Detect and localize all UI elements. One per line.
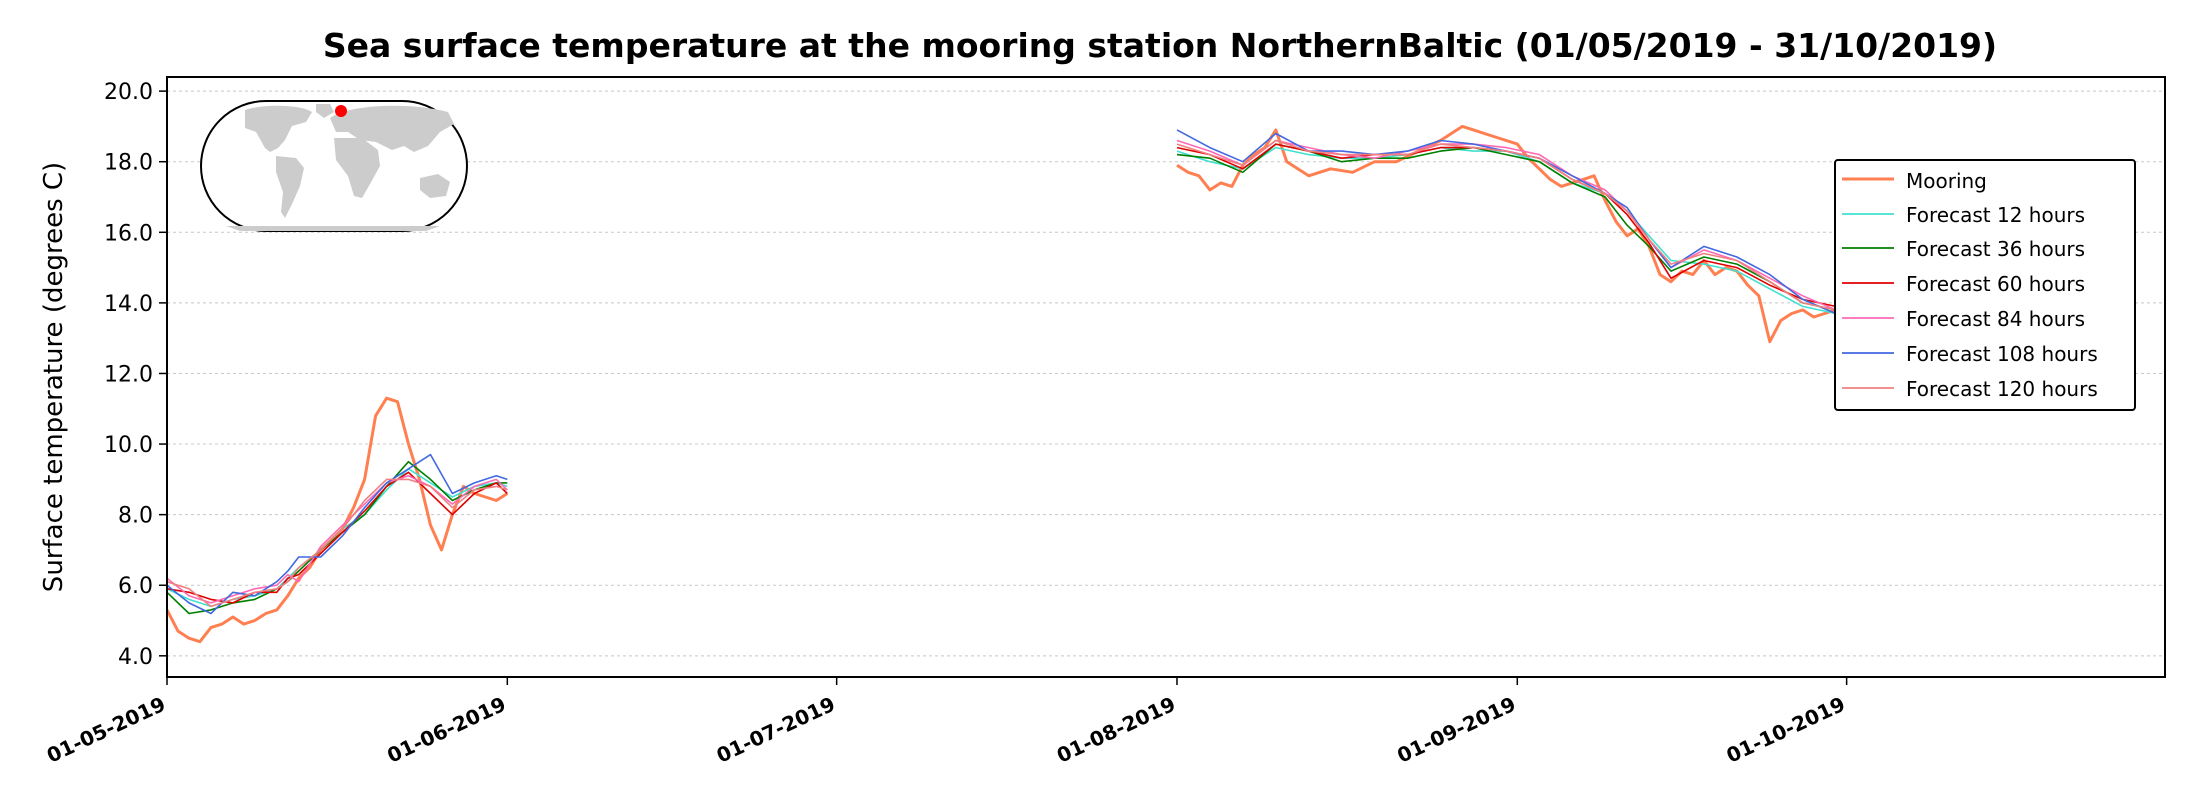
world-map-inset bbox=[200, 100, 468, 232]
series-6 bbox=[166, 139, 1848, 608]
y-tick-label: 18.0 bbox=[104, 151, 153, 176]
legend-entry: Forecast 120 hours bbox=[1842, 377, 2098, 401]
series-line-segment bbox=[166, 478, 508, 608]
chart-title: Sea surface temperature at the mooring s… bbox=[323, 26, 1997, 65]
y-axis-label: Surface temperature (degrees C) bbox=[39, 162, 69, 592]
australia-shape bbox=[420, 174, 450, 198]
north-america-shape bbox=[245, 105, 312, 152]
legend-entry: Forecast 84 hours bbox=[1842, 307, 2085, 331]
station-marker bbox=[335, 105, 347, 117]
legend-entry: Forecast 60 hours bbox=[1842, 272, 2085, 296]
series-line-segment bbox=[166, 453, 508, 615]
y-tick-label: 20.0 bbox=[104, 80, 153, 105]
inset-land-shapes bbox=[226, 104, 454, 231]
series-lines bbox=[165, 124, 1848, 644]
legend-label: Forecast 108 hours bbox=[1906, 342, 2098, 366]
y-tick-label: 6.0 bbox=[118, 574, 153, 599]
plot-frame bbox=[166, 76, 2166, 678]
legend-entry: Forecast 108 hours bbox=[1842, 342, 2098, 366]
y-tick-label: 12.0 bbox=[104, 362, 153, 387]
series-line-segment bbox=[166, 471, 508, 604]
y-tick-label: 14.0 bbox=[104, 292, 153, 317]
africa-shape bbox=[334, 138, 380, 198]
legend-label: Forecast 12 hours bbox=[1906, 203, 2085, 227]
legend-box bbox=[1834, 159, 2136, 411]
y-tick-label: 16.0 bbox=[104, 221, 153, 246]
y-tick-label: 10.0 bbox=[104, 433, 153, 458]
y-axis: 4.0 6.0 8.0 10.0 12.0 14.0 16.0 18.0 20.0 bbox=[104, 80, 167, 670]
south-america-shape bbox=[276, 156, 304, 218]
series-line-segment bbox=[166, 460, 508, 615]
legend-label: Mooring bbox=[1906, 169, 1987, 193]
legend-entry: Forecast 12 hours bbox=[1842, 203, 2085, 227]
y-tick-label: 8.0 bbox=[118, 504, 153, 529]
legend-label: Forecast 84 hours bbox=[1906, 307, 2085, 331]
legend: Mooring Forecast 12 hours Forecast 36 ho… bbox=[1834, 159, 2136, 411]
legend-entry: Forecast 36 hours bbox=[1842, 237, 2085, 261]
legend-label: Forecast 120 hours bbox=[1906, 377, 2098, 401]
series-line-segment bbox=[166, 474, 508, 604]
eurasia-shape bbox=[330, 105, 454, 152]
legend-label: Forecast 60 hours bbox=[1906, 272, 2085, 296]
series-line-segment bbox=[1176, 124, 1848, 344]
legend-label: Forecast 36 hours bbox=[1906, 237, 2085, 261]
series-line-segment bbox=[1176, 139, 1848, 318]
gridlines bbox=[167, 90, 2165, 657]
legend-entry: Mooring bbox=[1842, 169, 1987, 193]
greenland-shape bbox=[316, 104, 334, 118]
antarctica-shape bbox=[226, 226, 440, 231]
y-tick-label: 4.0 bbox=[118, 645, 153, 670]
